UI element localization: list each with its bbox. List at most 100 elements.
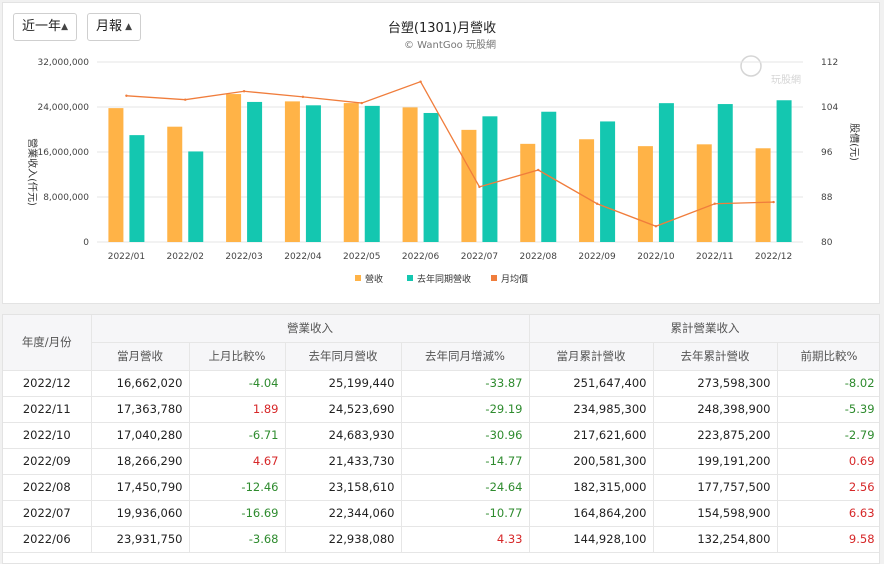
bar-revenue[interactable] bbox=[579, 139, 595, 242]
avg-price-point[interactable] bbox=[537, 168, 540, 172]
bar-revenue[interactable] bbox=[343, 103, 359, 242]
y-axis-label-right: 股價(元) bbox=[848, 123, 861, 161]
table-cell: 200,581,300 bbox=[529, 448, 654, 475]
x-tick-label: 2022/02 bbox=[167, 252, 204, 262]
table-cell: 273,598,300 bbox=[653, 370, 778, 397]
range-select[interactable]: 近一年 ▲ bbox=[13, 13, 77, 41]
legend-swatch bbox=[355, 275, 361, 281]
table-row: 2022/06 23,931,750 -3.68 22,938,080 4.33 144,… bbox=[3, 526, 879, 553]
bar-revenue[interactable] bbox=[167, 126, 183, 242]
x-tick-label: 2022/05 bbox=[343, 252, 380, 262]
avg-price-point[interactable] bbox=[713, 202, 716, 205]
table-cell: 17,450,790 bbox=[91, 474, 190, 501]
table-cell: 251,647,400 bbox=[529, 370, 654, 397]
y-tick-label: 24,000,000 bbox=[37, 103, 89, 113]
bar-last-year-revenue[interactable] bbox=[658, 103, 674, 242]
table-cell: 132,254,800 bbox=[653, 526, 778, 553]
avg-price-point[interactable] bbox=[242, 90, 246, 93]
column-header: 當月營收 bbox=[91, 342, 190, 371]
x-tick-label: 2022/11 bbox=[696, 252, 733, 262]
table-cell: 18,266,290 bbox=[91, 448, 190, 475]
bar-revenue[interactable] bbox=[284, 101, 300, 242]
chart-subtitle: © WantGoo 玩股網 bbox=[404, 38, 496, 51]
bar-last-year-revenue[interactable] bbox=[482, 116, 498, 242]
y-tick-label-right: 112 bbox=[821, 58, 838, 68]
x-tick-label: 2022/06 bbox=[402, 252, 440, 262]
bar-last-year-revenue[interactable] bbox=[247, 101, 263, 242]
table-row: 2022/09 18,266,290 4.67 21,433,730 -14.77 200… bbox=[3, 448, 879, 475]
table-row: 2022/08 17,450,790 -12.46 23,158,610 -24.64 1… bbox=[3, 474, 879, 501]
bar-revenue[interactable] bbox=[461, 129, 477, 242]
table-cell: 1.89 bbox=[189, 396, 286, 423]
table-cell: 21,433,730 bbox=[285, 448, 402, 475]
table-cell: 17,040,280 bbox=[91, 422, 190, 449]
y-axis-label: 營業收入(仟元) bbox=[26, 138, 39, 206]
period-select[interactable]: 月報 ▲ bbox=[87, 13, 141, 41]
bar-revenue[interactable] bbox=[108, 108, 124, 242]
bar-last-year-revenue[interactable] bbox=[364, 105, 380, 242]
table-cell: 2.56 bbox=[777, 474, 879, 501]
avg-price-point[interactable] bbox=[360, 101, 363, 105]
bar-last-year-revenue[interactable] bbox=[717, 104, 733, 242]
table-cell: 9.58 bbox=[777, 526, 879, 553]
bar-revenue[interactable] bbox=[696, 144, 712, 242]
table-cell: 16,662,020 bbox=[91, 370, 190, 397]
bar-revenue[interactable] bbox=[402, 107, 418, 242]
sort-caret-icon: ▲ bbox=[61, 22, 68, 32]
table-row: 2022/11 17,363,780 1.89 24,523,690 -29.19 234… bbox=[3, 396, 879, 423]
table-cell: 223,875,200 bbox=[653, 422, 778, 449]
sort-caret-icon: ▲ bbox=[125, 22, 132, 32]
bar-last-year-revenue[interactable] bbox=[188, 151, 204, 242]
y-tick-label-right: 80 bbox=[821, 238, 833, 248]
table-cell: 2022/12 bbox=[3, 370, 92, 397]
table-cell: 2022/08 bbox=[3, 474, 92, 501]
table-cell: 6.63 bbox=[777, 500, 879, 527]
chart-title: 台塑(1301)月營收 bbox=[388, 21, 496, 36]
x-tick-label: 2022/03 bbox=[225, 252, 262, 262]
table-cell: 234,985,300 bbox=[529, 396, 654, 423]
bar-revenue[interactable] bbox=[520, 143, 536, 242]
table-cell: -10.77 bbox=[401, 500, 530, 527]
table-cell: -3.68 bbox=[189, 526, 286, 553]
avg-price-point[interactable] bbox=[125, 94, 128, 97]
legend-label[interactable]: 去年同期營收 bbox=[417, 273, 471, 285]
avg-price-point[interactable] bbox=[478, 185, 481, 189]
bar-last-year-revenue[interactable] bbox=[600, 121, 616, 242]
column-header: 前期比較% bbox=[777, 342, 879, 371]
table-cell: 164,864,200 bbox=[529, 500, 654, 527]
avg-price-point[interactable] bbox=[654, 225, 658, 228]
avg-price-point[interactable] bbox=[772, 200, 775, 204]
bar-last-year-revenue[interactable] bbox=[776, 100, 792, 243]
y-tick-label: 16,000,000 bbox=[37, 148, 89, 158]
bar-last-year-revenue[interactable] bbox=[305, 105, 321, 242]
y-tick-label: 0 bbox=[83, 238, 89, 248]
group-revenue-header: 營業收入 bbox=[91, 315, 530, 343]
table-cell: 177,757,500 bbox=[653, 474, 778, 501]
table-cell: 17,363,780 bbox=[91, 396, 190, 423]
table-cell: 2022/07 bbox=[3, 500, 92, 527]
bar-last-year-revenue[interactable] bbox=[129, 135, 145, 242]
table-row: 2022/10 17,040,280 -6.71 24,683,930 -30.96 21… bbox=[3, 422, 879, 449]
bar-last-year-revenue[interactable] bbox=[423, 112, 439, 242]
table-cell: 217,621,600 bbox=[529, 422, 654, 449]
table-row: 2022/07 19,936,060 -16.69 22,344,060 -10.77 1… bbox=[3, 500, 879, 527]
bar-revenue[interactable] bbox=[226, 94, 242, 242]
bar-revenue[interactable] bbox=[637, 146, 653, 242]
bar-revenue[interactable] bbox=[755, 148, 771, 242]
legend-swatch bbox=[491, 275, 497, 281]
table-cell: 24,523,690 bbox=[285, 396, 402, 423]
table-cell: 248,398,900 bbox=[653, 396, 778, 423]
avg-price-point[interactable] bbox=[595, 202, 599, 205]
avg-price-point[interactable] bbox=[184, 98, 187, 101]
avg-price-point[interactable] bbox=[419, 80, 422, 83]
legend-label[interactable]: 月均價 bbox=[501, 273, 528, 285]
legend-label[interactable]: 營收 bbox=[365, 273, 383, 285]
column-header: 去年同月營收 bbox=[285, 342, 402, 371]
col-period-header: 年度/月份 bbox=[3, 315, 92, 371]
column-header: 當月累計營收 bbox=[529, 342, 654, 371]
watermark: 玩股網 bbox=[740, 55, 801, 86]
table-cell: 2022/10 bbox=[3, 422, 92, 449]
table-cell: 4.33 bbox=[401, 526, 530, 553]
bar-last-year-revenue[interactable] bbox=[541, 111, 557, 242]
avg-price-point[interactable] bbox=[301, 95, 305, 99]
